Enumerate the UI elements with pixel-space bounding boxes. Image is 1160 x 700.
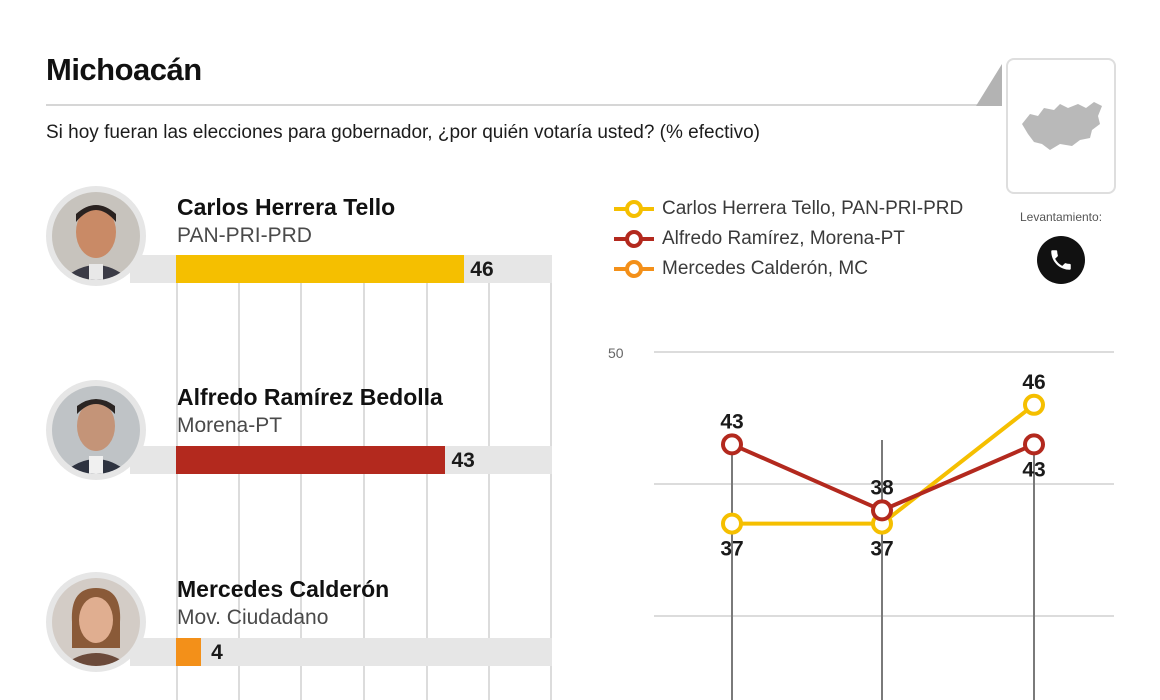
bar-value-label: 46 bbox=[470, 258, 494, 281]
title-divider-tab bbox=[976, 64, 1002, 106]
phone-icon bbox=[1037, 236, 1085, 284]
survey-label: Levantamiento: bbox=[1019, 210, 1103, 224]
candidate-party: Mov. Ciudadano bbox=[177, 606, 329, 629]
state-map-card bbox=[1006, 58, 1116, 194]
legend-line-marker-icon bbox=[614, 260, 654, 278]
portrait-icon bbox=[52, 386, 140, 474]
portrait-icon bbox=[52, 578, 140, 666]
legend-line-marker-icon bbox=[614, 230, 654, 248]
legend-line-marker-icon bbox=[614, 200, 654, 218]
bar-value-label: 4 bbox=[211, 641, 223, 664]
candidate-name: Alfredo Ramírez Bedolla bbox=[177, 384, 443, 410]
bar-calderon bbox=[176, 638, 202, 666]
title-divider bbox=[46, 104, 994, 106]
bar-herrera bbox=[176, 255, 465, 283]
line-chart: 50 37 37 46 43 38 43 bbox=[608, 345, 1114, 700]
gridline bbox=[363, 282, 365, 700]
data-point bbox=[721, 512, 743, 535]
data-label: 43 bbox=[720, 410, 743, 433]
candidate-photo-calderon bbox=[46, 572, 146, 672]
chart-question: Si hoy fueran las elecciones para gobern… bbox=[46, 122, 760, 143]
data-label: 37 bbox=[870, 538, 893, 561]
bar-chart-grid bbox=[176, 282, 552, 700]
data-label: 37 bbox=[720, 538, 743, 561]
data-point bbox=[1023, 433, 1045, 456]
portrait-icon bbox=[52, 192, 140, 280]
y-tick-label: 50 bbox=[608, 345, 624, 361]
legend-label: Carlos Herrera Tello, PAN-PRI-PRD bbox=[662, 198, 964, 219]
candidate-name: Carlos Herrera Tello bbox=[177, 194, 396, 220]
data-point bbox=[721, 433, 743, 456]
gridline bbox=[238, 282, 240, 700]
data-label: 43 bbox=[1022, 458, 1045, 481]
candidate-photo-ramirez bbox=[46, 380, 146, 480]
data-label: 38 bbox=[870, 476, 894, 499]
bar-value-label: 43 bbox=[451, 449, 475, 472]
candidate-row-calderon: Mercedes Calderón Mov. Ciudadano 4 bbox=[0, 572, 560, 682]
gridline bbox=[176, 282, 178, 700]
data-point bbox=[1023, 393, 1045, 416]
survey-method: Levantamiento: bbox=[1006, 210, 1116, 284]
candidate-party: Morena-PT bbox=[177, 414, 283, 437]
legend-label: Alfredo Ramírez, Morena-PT bbox=[662, 228, 905, 249]
candidate-name: Mercedes Calderón bbox=[177, 576, 390, 602]
candidate-row-herrera: Carlos Herrera Tello PAN-PRI-PRD 46 bbox=[0, 184, 560, 294]
michoacan-map-icon bbox=[1022, 102, 1102, 150]
page-title: Michoacán bbox=[46, 52, 202, 87]
legend-label: Mercedes Calderón, MC bbox=[662, 258, 868, 279]
candidate-party: PAN-PRI-PRD bbox=[177, 224, 312, 247]
bar-ramirez bbox=[176, 446, 446, 474]
gridline bbox=[426, 282, 428, 700]
data-point bbox=[871, 499, 893, 522]
candidate-photo-herrera bbox=[46, 186, 146, 286]
gridline bbox=[300, 282, 302, 700]
gridline bbox=[550, 282, 552, 700]
data-label: 46 bbox=[1022, 371, 1045, 394]
gridline bbox=[488, 282, 490, 700]
candidate-row-ramirez: Alfredo Ramírez Bedolla Morena-PT 43 bbox=[0, 378, 560, 488]
